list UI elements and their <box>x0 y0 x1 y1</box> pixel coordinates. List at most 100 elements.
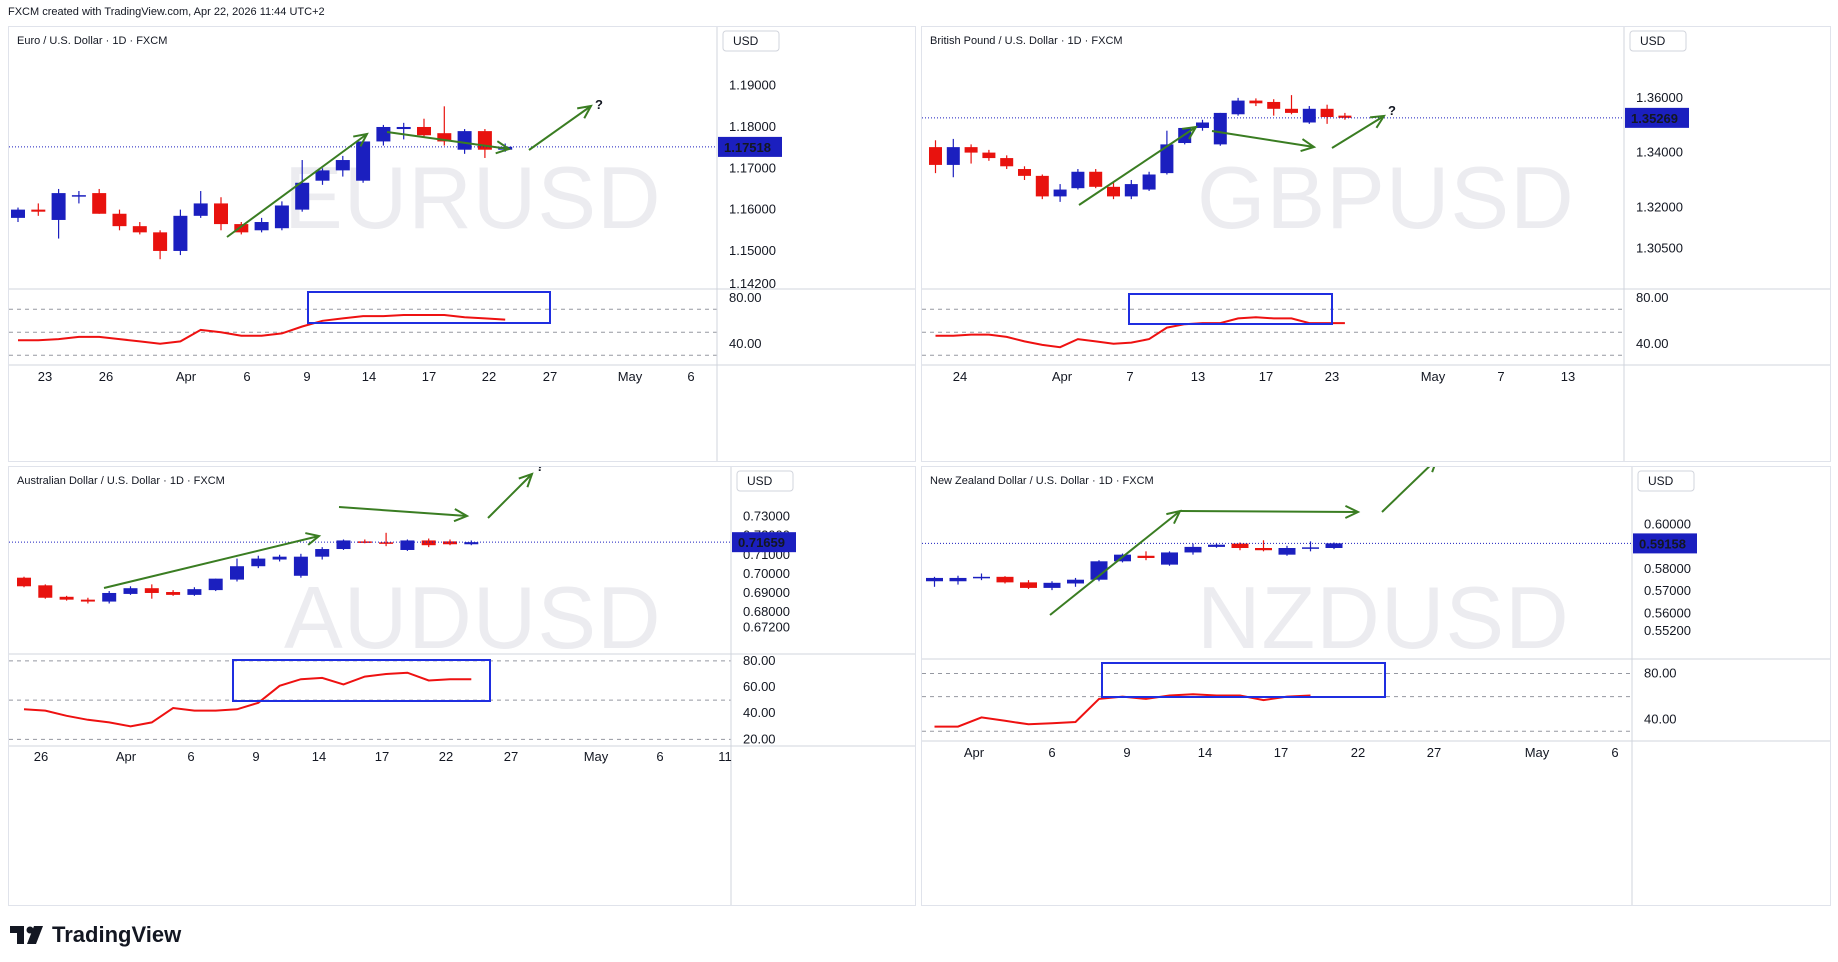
candle-body <box>417 126 431 136</box>
current-price-tag <box>1625 107 1689 128</box>
chart-panel-eurusd[interactable]: Euro / U.S. Dollar · 1D · FXCM EURUSD US… <box>8 26 916 462</box>
trend-arrow-head <box>305 532 322 546</box>
chart-canvas[interactable]: USD 1.19000 1.18000 1.17000 1.16000 1.15000 1.… <box>9 27 915 461</box>
symbol-watermark: GBPUSD <box>1197 148 1575 247</box>
candle-body <box>1071 171 1085 189</box>
price-tick-label: 0.56000 <box>1644 605 1691 620</box>
rsi-tick-label: 20.00 <box>743 731 776 746</box>
chart-canvas[interactable]: USD 1.36000 1.34000 1.32000 1.30500 80.00 40.0… <box>922 27 1830 461</box>
candle-body <box>1020 582 1037 588</box>
currency-label-box <box>722 30 780 52</box>
chart-panel-gbpusd[interactable]: British Pound / U.S. Dollar · 1D · FXCM … <box>921 26 1831 462</box>
candle-body <box>1196 122 1209 128</box>
question-mark: ? <box>1388 103 1396 118</box>
time-tick-label: Apr <box>116 749 137 764</box>
time-tick-label: 6 <box>687 369 694 384</box>
candle-body <box>1043 582 1061 588</box>
chart-title: New Zealand Dollar / U.S. Dollar · 1D · … <box>930 475 1154 487</box>
price-tick-label: 1.32000 <box>1636 199 1683 214</box>
candle-body <box>193 203 208 216</box>
price-tick-label: 0.68000 <box>743 604 790 619</box>
time-tick-label: 6 <box>656 749 663 764</box>
chart-panel-audusd[interactable]: Australian Dollar / U.S. Dollar · 1D · F… <box>8 466 916 906</box>
symbol-watermark: AUDUSD <box>284 568 662 667</box>
candle-body <box>1231 543 1249 549</box>
candle-body <box>315 549 330 557</box>
symbol-watermark: NZDUSD <box>1197 568 1570 667</box>
time-tick-label: 9 <box>252 749 259 764</box>
candle-body <box>274 205 289 229</box>
trend-arrow <box>528 105 592 151</box>
candle-body <box>1089 171 1103 187</box>
candle-body <box>973 576 990 579</box>
chart-panel-nzdusd[interactable]: New Zealand Dollar / U.S. Dollar · 1D · … <box>921 466 1831 906</box>
candle-body <box>437 133 452 142</box>
rsi-highlight-box <box>1128 293 1333 325</box>
candle-body <box>1208 544 1225 547</box>
candle-body <box>1161 552 1178 565</box>
tradingview-logo[interactable]: TradingView <box>10 922 181 948</box>
chart-canvas[interactable]: USD 0.60000 0.58000 0.57000 0.56000 0.55200 80… <box>922 467 1830 905</box>
rsi-highlight-box <box>307 291 551 324</box>
candle-body <box>1090 561 1108 580</box>
chart-title: Euro / U.S. Dollar · 1D · FXCM <box>17 35 168 47</box>
candle-body <box>1320 108 1334 118</box>
rsi-tick-label: 40.00 <box>1644 712 1677 727</box>
candle-body <box>208 578 223 591</box>
candle-body <box>356 141 371 181</box>
time-tick-label: 6 <box>243 369 250 384</box>
candle-body <box>1160 144 1174 174</box>
price-tick-label: 1.18000 <box>729 119 776 134</box>
candle-body <box>315 170 330 181</box>
price-tick-label: 0.70000 <box>743 566 790 581</box>
candle-body <box>996 576 1014 583</box>
time-tick-label: Apr <box>176 369 197 384</box>
time-tick-label: 23 <box>38 369 52 384</box>
rsi-tick-label: 80.00 <box>743 653 776 668</box>
current-price-tag <box>718 136 782 157</box>
candle-body <box>102 592 117 602</box>
candle-body <box>1267 101 1281 109</box>
trend-arrow-head <box>1369 114 1386 129</box>
rsi-line <box>934 693 1311 728</box>
candle-body <box>17 577 31 587</box>
candle-body <box>1067 579 1084 584</box>
time-tick-label: 17 <box>375 749 389 764</box>
currency-label: USD <box>747 474 773 488</box>
price-tick-label: 0.73000 <box>743 509 790 524</box>
candle-body <box>949 577 967 582</box>
time-tick-label: 7 <box>1497 369 1504 384</box>
chart-canvas[interactable]: USD0.730000.720000.710000.700000.690000.… <box>9 467 915 905</box>
currency-label: USD <box>1648 474 1674 488</box>
candle-body <box>982 152 996 159</box>
time-tick-label: 24 <box>953 369 967 384</box>
candle-body <box>1213 112 1227 145</box>
time-tick-label: 22 <box>1351 745 1365 760</box>
candle-body <box>1137 555 1155 558</box>
trend-arrow <box>1381 467 1431 513</box>
rsi-tick-label: 40.00 <box>1636 336 1669 351</box>
current-price-label: 0.71659 <box>738 535 785 550</box>
chart-title: British Pound / U.S. Dollar · 1D · FXCM <box>930 35 1123 47</box>
rsi-line <box>18 314 506 345</box>
trend-arrow-head <box>1181 125 1198 140</box>
trend-arrow-head <box>1300 138 1317 153</box>
candle-body <box>1053 189 1067 197</box>
currency-label-box <box>1629 30 1687 52</box>
trend-arrow-head <box>453 508 470 523</box>
price-tick-label: 1.14200 <box>729 276 776 291</box>
time-tick-label: Apr <box>1052 369 1073 384</box>
tradingview-logo-text: TradingView <box>52 922 182 947</box>
candle-body <box>1035 175 1049 197</box>
price-tick-label: 1.36000 <box>1636 90 1683 105</box>
time-tick-label: 23 <box>1325 369 1339 384</box>
candle-body <box>1278 548 1296 555</box>
time-tick-label: 27 <box>1427 745 1441 760</box>
candle-body <box>1124 184 1138 197</box>
time-tick-label: May <box>618 369 643 384</box>
price-tick-label: 1.34000 <box>1636 145 1683 160</box>
candle-body <box>132 226 147 233</box>
time-tick-label: 26 <box>34 749 48 764</box>
candle-body <box>1285 108 1298 113</box>
candle-body <box>336 540 351 550</box>
